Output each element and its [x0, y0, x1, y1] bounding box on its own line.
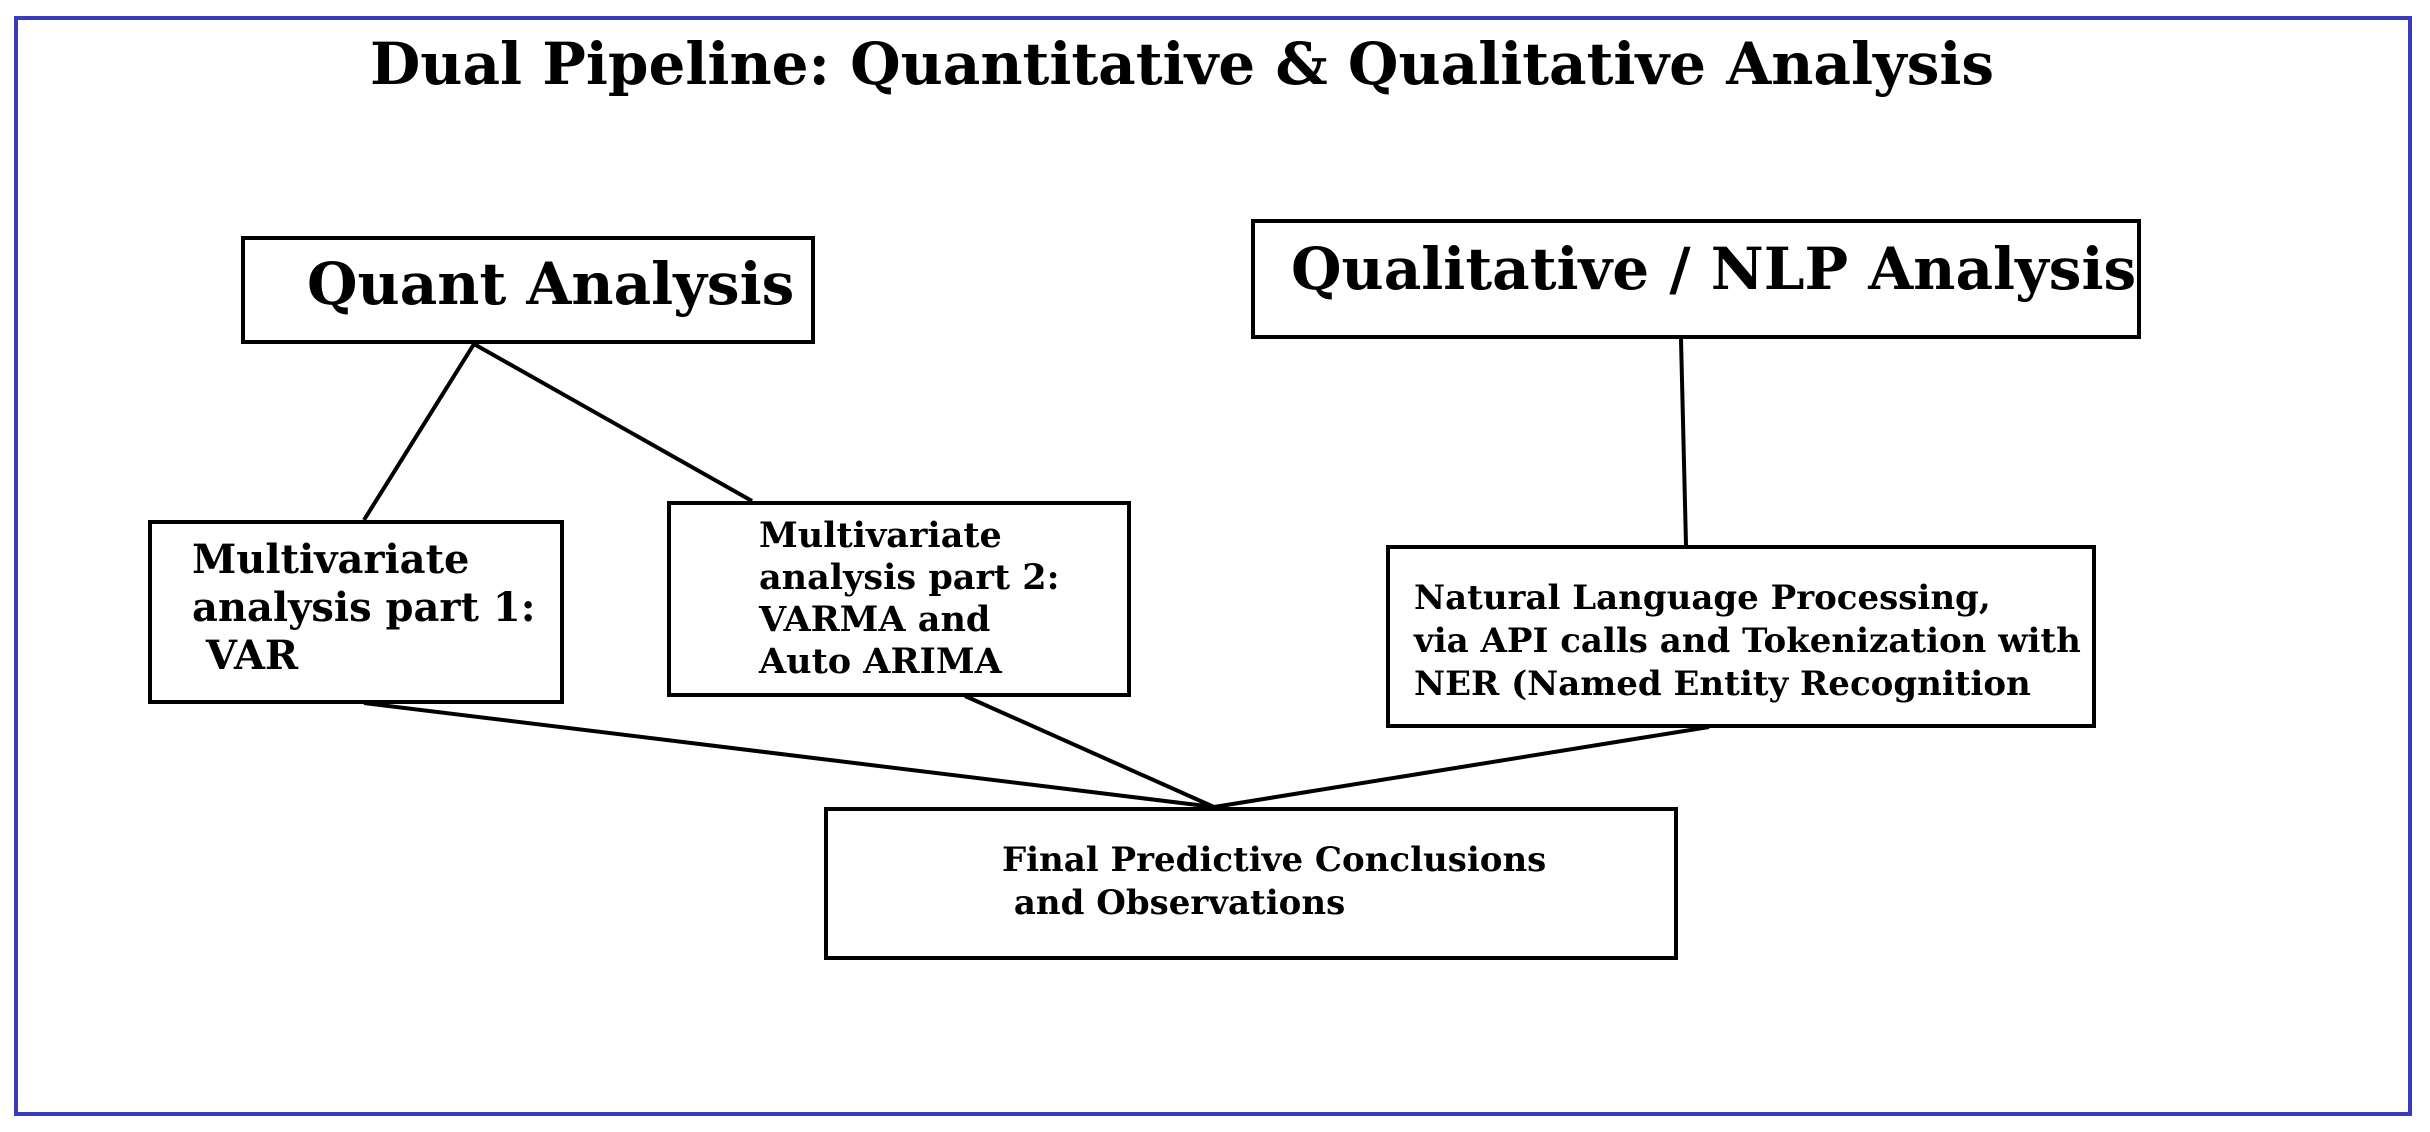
node-final-conclusions-label: Final Predictive Conclusions and Observa… — [1002, 840, 1547, 924]
edge-mv1-to-final — [363, 701, 1215, 809]
diagram-title: Dual Pipeline: Quantitative & Qualitativ… — [370, 30, 1995, 98]
edge-quant-to-mv2 — [473, 342, 753, 503]
node-quant-analysis-label: Quant Analysis — [307, 250, 795, 318]
node-multivariate-part-1: Multivariate analysis part 1: VAR — [148, 520, 564, 704]
node-multivariate-part-1-label: Multivariate analysis part 1: VAR — [192, 536, 536, 679]
node-multivariate-part-2-label: Multivariate analysis part 2: VARMA and … — [759, 515, 1060, 682]
node-qualitative-nlp-analysis: Qualitative / NLP Analysis — [1251, 219, 2141, 339]
edge-qual-to-nlp — [1679, 338, 1688, 546]
node-quant-analysis: Quant Analysis — [241, 236, 815, 344]
node-qualitative-nlp-analysis-label: Qualitative / NLP Analysis — [1291, 235, 2137, 303]
edge-nlp-to-final — [1213, 725, 1710, 809]
edge-quant-to-mv1 — [362, 342, 476, 522]
edge-mv2-to-final — [964, 694, 1215, 809]
node-multivariate-part-2: Multivariate analysis part 2: VARMA and … — [667, 501, 1131, 697]
diagram-frame — [14, 16, 2412, 1116]
node-natural-language-processing: Natural Language Processing, via API cal… — [1386, 545, 2096, 728]
node-final-conclusions: Final Predictive Conclusions and Observa… — [824, 807, 1678, 960]
node-natural-language-processing-label: Natural Language Processing, via API cal… — [1414, 578, 2081, 705]
